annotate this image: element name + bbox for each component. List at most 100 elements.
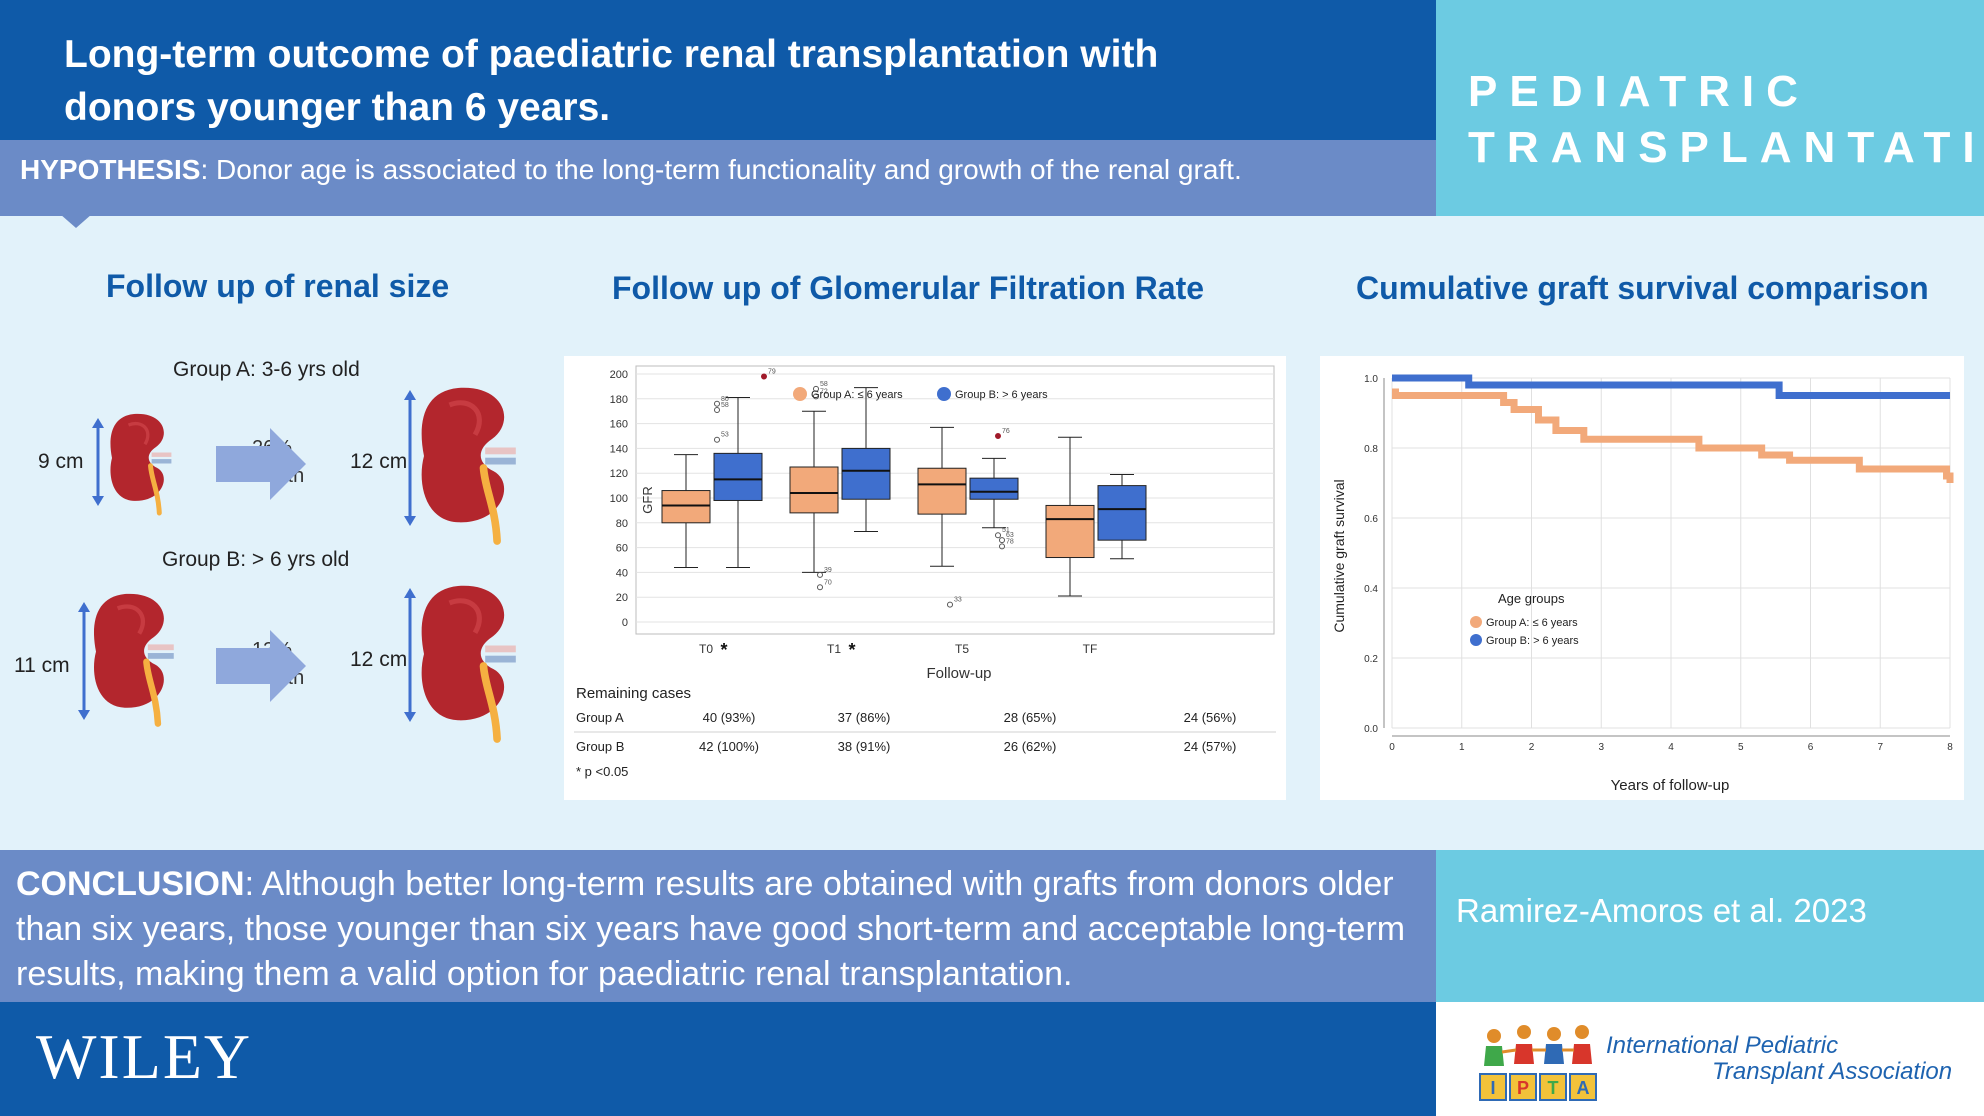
- group-b-after-size: 12 cm: [350, 648, 408, 671]
- conclusion: CONCLUSION: Although better long-term re…: [16, 862, 1426, 997]
- outlier-point: [714, 406, 720, 413]
- group-a-label: Group A: 3-6 yrs old: [173, 358, 360, 381]
- group-b-before-size: 11 cm: [14, 654, 70, 677]
- table-row-label: Group A: [576, 710, 624, 725]
- outlier-point: [817, 584, 823, 591]
- box: [713, 452, 763, 501]
- y-tick-label: 1.0: [1364, 374, 1378, 385]
- outlier-point: [817, 571, 823, 578]
- y-tick-label: 80: [616, 518, 628, 530]
- y-tick-label: 160: [610, 419, 628, 431]
- outlier-label: 58: [820, 381, 828, 388]
- x-tick-label: 7: [1877, 742, 1883, 753]
- kidney-large-b: [422, 586, 516, 739]
- publisher-logo: WILEY: [36, 1021, 253, 1092]
- legend-label-a: Group A: ≤ 6 years: [811, 389, 903, 401]
- publisher-bar: [0, 1002, 1436, 1116]
- outlier-label: 53: [721, 432, 729, 439]
- survival-panel: 0.0 0.2 0.4 0.6 0.8 1.0 0 1 2 3 4 5 6 7 8 Cumulative gr…: [1320, 356, 1964, 800]
- outlier-label: 72: [820, 388, 828, 395]
- outlier-label: 33: [954, 597, 962, 604]
- page-title: Long-term outcome of paediatric renal tr…: [64, 28, 1364, 134]
- outlier-label: 51: [1002, 527, 1010, 534]
- box: [1045, 504, 1095, 559]
- title-bar: [0, 0, 1436, 140]
- journal-name: PEDIATRIC TRANSPLANTATION: [1468, 64, 1984, 176]
- x-tick-label: 4: [1668, 742, 1674, 753]
- legend-label-b: Group B: > 6 years: [955, 389, 1048, 401]
- legend-label-a: Group A: ≤ 6 years: [1486, 617, 1578, 629]
- kidney-illustrations: [78, 380, 560, 800]
- title-line-1: Long-term outcome of paediatric renal tr…: [64, 33, 1159, 76]
- conclusion-bar: [0, 850, 1436, 1002]
- outlier-point: [999, 543, 1005, 550]
- outlier-point: [995, 433, 1001, 439]
- box: [841, 447, 891, 500]
- table-cell: 38 (91%): [838, 739, 891, 754]
- survival-line-group-b: [1392, 374, 1950, 399]
- y-tick-label: 140: [610, 443, 628, 455]
- conclusion-text: : Although better long-term results are …: [16, 865, 1406, 993]
- x-tick-label: TF: [1083, 642, 1098, 656]
- outlier-point: [714, 436, 720, 443]
- box: [1097, 485, 1147, 541]
- x-tick-label: 1: [1459, 742, 1465, 753]
- legend-swatch-a: [1470, 616, 1482, 628]
- outlier-label: 70: [824, 579, 832, 586]
- hypothesis-notch: [60, 214, 92, 228]
- kidney-medium-b: [94, 594, 174, 724]
- y-tick-label: 0.6: [1364, 514, 1378, 525]
- outlier-label: 58: [721, 402, 729, 409]
- y-tick-label: 0.2: [1364, 654, 1378, 665]
- outlier-label: 79: [768, 368, 776, 375]
- box: [969, 477, 1019, 500]
- title-line-2: donors younger than 6 years.: [64, 86, 611, 129]
- hypothesis-text: : Donor age is associated to the long-te…: [200, 154, 1242, 185]
- box: [789, 466, 839, 514]
- box: [917, 467, 967, 515]
- outlier-point: [947, 601, 953, 608]
- y-tick-label: 20: [616, 592, 628, 604]
- gfr-panel: 0 20 40 60 80 100 120 140 160 180 200 GFR Follow-up T…: [564, 356, 1286, 800]
- outlier-point: [761, 373, 767, 380]
- x-tick-label: 3: [1598, 742, 1604, 753]
- kidney-large-a: [422, 388, 516, 541]
- outlier-label: 76: [1002, 428, 1010, 435]
- hypothesis-bar: [0, 140, 1436, 216]
- kidney-small-a: [110, 414, 171, 513]
- x-tick-label: 8: [1947, 742, 1953, 753]
- y-tick-label: 0.4: [1364, 584, 1378, 595]
- renal-size-title: Follow up of renal size: [106, 268, 450, 304]
- survival-title: Cumulative graft survival comparison: [1356, 270, 1929, 306]
- outlier-point: [813, 393, 819, 400]
- outlier-point: [999, 537, 1005, 544]
- outlier-label: 63: [1006, 532, 1014, 539]
- journal-box: [1436, 0, 1984, 216]
- table-cell: 42 (100%): [699, 739, 759, 754]
- table-cell: 37 (86%): [838, 710, 891, 725]
- legend-swatch-a: [793, 387, 807, 401]
- legend-label-b: Group B: > 6 years: [1486, 635, 1579, 647]
- hypothesis: HYPOTHESIS: Donor age is associated to t…: [20, 152, 1242, 188]
- y-tick-label: 200: [610, 369, 628, 381]
- x-axis-label: Follow-up: [926, 665, 991, 682]
- outlier-point: [995, 532, 1001, 539]
- group-b-growth-arrow: [216, 630, 306, 702]
- x-tick-label: 0: [1389, 742, 1395, 753]
- x-tick-label: T1: [827, 642, 841, 656]
- group-a-before-size: 9 cm: [38, 450, 84, 473]
- legend-swatch-b: [937, 387, 951, 401]
- y-tick-label: 0.8: [1364, 444, 1378, 455]
- group-a-growth-arrow: [216, 428, 306, 500]
- conclusion-label: CONCLUSION: [16, 865, 245, 903]
- gfr-boxplot: 0 20 40 60 80 100 120 140 160 180 200 GFR Follow-up T…: [574, 365, 1276, 779]
- table-cell: 28 (65%): [1004, 710, 1057, 725]
- significance-mark: *: [720, 640, 727, 660]
- outlier-label: 78: [1006, 538, 1014, 545]
- citation-box: [1436, 850, 1984, 1002]
- table-cell: 24 (56%): [1184, 710, 1237, 725]
- survival-chart: 0.0 0.2 0.4 0.6 0.8 1.0 0 1 2 3 4 5 6 7 8 Cumulative gr…: [1331, 374, 1954, 794]
- x-tick-label: T0: [699, 642, 713, 656]
- journal-line-1: PEDIATRIC: [1468, 67, 1810, 116]
